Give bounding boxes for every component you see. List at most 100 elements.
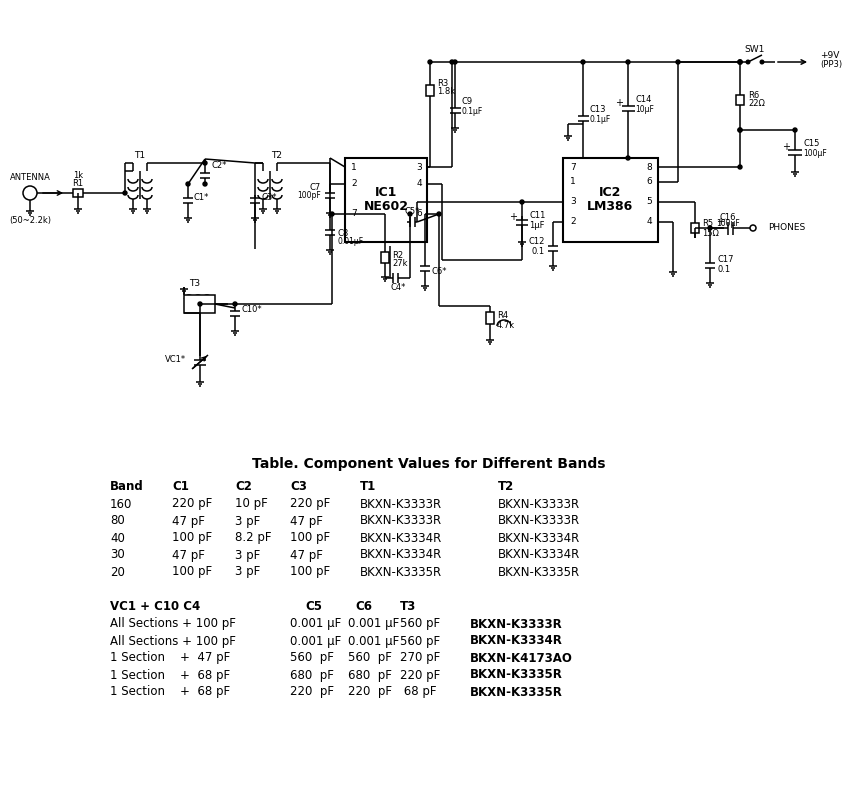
Circle shape [203, 182, 207, 186]
Text: PHONES: PHONES [768, 224, 806, 233]
Bar [345, 158, 427, 242]
Circle shape [738, 60, 742, 64]
Circle shape [676, 60, 680, 64]
Circle shape [330, 212, 334, 216]
Circle shape [746, 60, 750, 64]
Text: C6*: C6* [432, 268, 448, 277]
Text: 1: 1 [570, 177, 576, 187]
Text: 27k: 27k [392, 260, 408, 269]
Text: C16: C16 [720, 213, 736, 221]
Text: BKXN-K3333R: BKXN-K3333R [498, 497, 580, 511]
Bar [73, 189, 83, 197]
Circle shape [581, 60, 585, 64]
Bar [426, 84, 434, 95]
Text: BKXN-K3335R: BKXN-K3335R [360, 565, 442, 578]
Text: VC1*: VC1* [165, 354, 186, 363]
Text: 3: 3 [416, 163, 422, 172]
Text: 560 pF: 560 pF [400, 634, 440, 647]
Text: R6: R6 [748, 91, 759, 99]
Text: Band: Band [110, 480, 144, 493]
Text: 100 pF: 100 pF [172, 532, 212, 545]
Bar [486, 312, 494, 324]
Circle shape [428, 60, 432, 64]
Text: C15: C15 [803, 139, 819, 148]
Text: 47 pF: 47 pF [172, 515, 205, 528]
Text: BKXN-K3334R: BKXN-K3334R [498, 532, 580, 545]
Text: 3 pF: 3 pF [235, 549, 260, 561]
Text: 6: 6 [646, 177, 652, 187]
Text: (50~2.2k): (50~2.2k) [9, 216, 51, 225]
Text: 0.001 μF: 0.001 μF [290, 618, 341, 630]
Circle shape [738, 128, 742, 132]
Text: 8: 8 [646, 163, 652, 172]
Text: C11: C11 [529, 212, 546, 221]
Text: 7: 7 [351, 209, 357, 218]
Bar [691, 223, 699, 233]
Circle shape [520, 200, 524, 204]
Text: 220  pF: 220 pF [348, 686, 392, 699]
Text: 560 pF: 560 pF [400, 618, 440, 630]
Text: 3 pF: 3 pF [235, 565, 260, 578]
Text: 6: 6 [416, 209, 422, 218]
Text: C7: C7 [310, 183, 321, 192]
Text: 1: 1 [351, 163, 357, 172]
Text: T3: T3 [190, 278, 201, 287]
Text: 8.2 pF: 8.2 pF [235, 532, 271, 545]
Text: C2*: C2* [212, 160, 227, 169]
Text: BKXN-K3333R: BKXN-K3333R [498, 515, 580, 528]
Text: 220 pF: 220 pF [290, 497, 330, 511]
Text: 20: 20 [110, 565, 125, 578]
Text: T1: T1 [135, 151, 146, 160]
Text: 100 pF: 100 pF [172, 565, 212, 578]
Text: 100μF: 100μF [803, 148, 827, 157]
Text: +: + [716, 217, 724, 227]
Text: All Sections + 100 pF: All Sections + 100 pF [110, 618, 236, 630]
Text: 47 pF: 47 pF [290, 515, 323, 528]
Text: C12: C12 [529, 237, 545, 246]
Circle shape [408, 212, 412, 216]
Text: 560  pF: 560 pF [348, 651, 392, 665]
Circle shape [793, 128, 797, 132]
Text: IC1: IC1 [375, 185, 397, 199]
Text: 100 pF: 100 pF [290, 532, 330, 545]
Text: 68 pF: 68 pF [400, 686, 437, 699]
Text: C8: C8 [337, 229, 348, 238]
Text: C2: C2 [235, 480, 252, 493]
Text: +9V: +9V [820, 51, 839, 59]
Text: 40: 40 [110, 532, 125, 545]
Text: 7: 7 [570, 163, 576, 172]
Text: All Sections + 100 pF: All Sections + 100 pF [110, 634, 236, 647]
Text: 3 pF: 3 pF [235, 515, 260, 528]
Text: R1: R1 [72, 179, 83, 188]
Text: 0.1: 0.1 [532, 246, 545, 256]
Text: 1 Section    +  68 pF: 1 Section + 68 pF [110, 669, 230, 682]
Text: 220 pF: 220 pF [400, 669, 440, 682]
Text: 1k: 1k [73, 172, 83, 180]
Circle shape [626, 60, 630, 64]
Text: R4: R4 [497, 311, 508, 321]
Text: R2: R2 [392, 250, 403, 260]
Text: 100pF: 100pF [297, 192, 321, 200]
Text: BKXN-K3334R: BKXN-K3334R [470, 634, 563, 647]
Text: 3: 3 [570, 197, 576, 206]
Text: 160: 160 [110, 497, 132, 511]
Text: LM386: LM386 [588, 200, 633, 213]
Text: 0.1μF: 0.1μF [590, 115, 611, 124]
Bar [563, 158, 658, 242]
Text: 2: 2 [351, 180, 357, 188]
Text: IC2: IC2 [599, 185, 622, 199]
Text: 220 pF: 220 pF [172, 497, 212, 511]
Text: C1*: C1* [193, 192, 208, 201]
Circle shape [453, 60, 457, 64]
Text: 47 pF: 47 pF [172, 549, 205, 561]
Text: 15Ω: 15Ω [702, 229, 719, 237]
Text: +: + [509, 212, 517, 222]
Text: ANTENNA: ANTENNA [9, 172, 51, 181]
Bar [381, 252, 389, 262]
Text: C3*: C3* [262, 192, 277, 201]
Text: C5: C5 [305, 601, 322, 614]
Text: BKXN-K3333R: BKXN-K3333R [470, 618, 563, 630]
Text: C3: C3 [290, 480, 307, 493]
Text: 10μF: 10μF [635, 104, 654, 114]
Text: 1 Section    +  47 pF: 1 Section + 47 pF [110, 651, 230, 665]
